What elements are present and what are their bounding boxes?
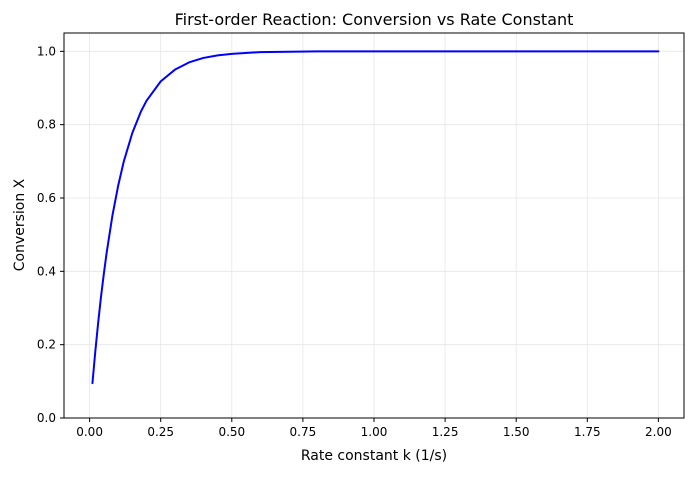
y-tick-label: 0.4: [37, 264, 56, 278]
series-layer: [91, 50, 660, 385]
y-tick-label: 0.6: [37, 191, 56, 205]
x-axis-label: Rate constant k (1/s): [301, 448, 447, 464]
y-tick-label: 1.0: [37, 44, 56, 58]
y-tick-label: 0.8: [37, 118, 56, 132]
y-axis-label: Conversion X: [12, 178, 28, 271]
y-tick-label: 0.0: [37, 411, 56, 425]
x-tick-label: 1.50: [503, 425, 530, 439]
x-tick-label: 1.25: [432, 425, 459, 439]
series-line: [91, 50, 660, 385]
tick-layer: 0.00 0.25 0.50 0.75 1.00 1.25 1.50 1.75 2.00 0.0 0…: [37, 44, 672, 439]
x-tick-label: 1.75: [574, 425, 601, 439]
chart-title: First-order Reaction: Conversion vs Rate…: [175, 10, 574, 29]
grid-layer: [64, 33, 684, 419]
x-tick-label: 0.00: [76, 425, 103, 439]
x-tick-label: 0.25: [147, 425, 174, 439]
x-tick-label: 2.00: [645, 425, 672, 439]
x-tick-label: 1.00: [361, 425, 388, 439]
x-tick-label: 0.75: [290, 425, 317, 439]
x-tick-label: 0.50: [218, 425, 245, 439]
y-tick-label: 0.2: [37, 338, 56, 352]
